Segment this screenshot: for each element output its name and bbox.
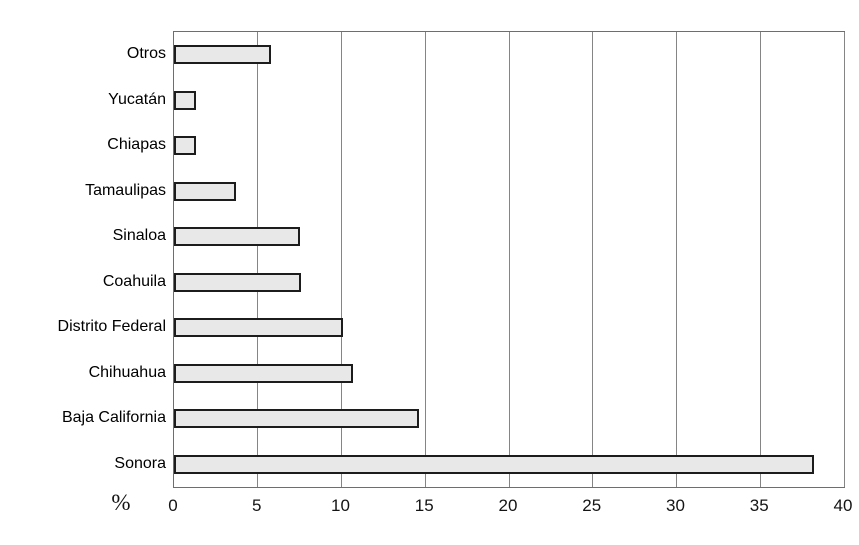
x-tick-label-35: 35 (749, 496, 769, 515)
gridline-30 (676, 32, 677, 487)
category-label-chiapas: Chiapas (107, 136, 166, 153)
category-label-otros: Otros (126, 45, 166, 62)
x-tick-label-0: 0 (168, 496, 178, 515)
x-tick-label-20: 20 (498, 496, 518, 515)
bar-yucatan (174, 90, 196, 110)
category-label-chihuahua: Chihuahua (88, 363, 166, 381)
x-tick-label-15: 15 (414, 496, 434, 515)
bar-sonora (174, 454, 814, 474)
plot-area (173, 31, 845, 488)
bar-chihuahua (174, 363, 354, 383)
x-tick-label-30: 30 (666, 496, 685, 515)
gridline-15 (424, 32, 426, 487)
bar-sinaloa (174, 227, 300, 247)
bar-otros (174, 45, 272, 65)
x-tick-label-40: 40 (833, 496, 853, 515)
category-label-distrito-federal: Distrito Federal (57, 318, 166, 335)
x-tick-label-25: 25 (582, 496, 602, 515)
bar-baja-california (174, 409, 419, 429)
gridline-5 (257, 32, 259, 487)
x-axis-unit-label: % (111, 490, 131, 515)
gridline-25 (592, 32, 594, 487)
bar-coahuila (174, 272, 302, 292)
category-label-coahuila: Coahuila (102, 272, 166, 290)
category-label-baja-california: Baja California (61, 409, 166, 426)
category-label-yucatan: Yucatán (108, 90, 166, 108)
gridline-40 (843, 32, 845, 487)
gridline-10 (341, 32, 342, 487)
x-tick-label-10: 10 (331, 496, 350, 515)
x-tick-label-5: 5 (252, 496, 262, 515)
bar-tamaulipas (174, 181, 236, 201)
gridline-20 (508, 32, 510, 487)
gridline-35 (759, 32, 761, 487)
category-label-tamaulipas: Tamaulipas (85, 181, 166, 199)
bar-distrito-federal (174, 318, 344, 338)
category-label-sinaloa: Sinaloa (112, 227, 166, 244)
bar-chiapas (174, 136, 196, 156)
category-label-sonora: Sonora (114, 454, 166, 472)
